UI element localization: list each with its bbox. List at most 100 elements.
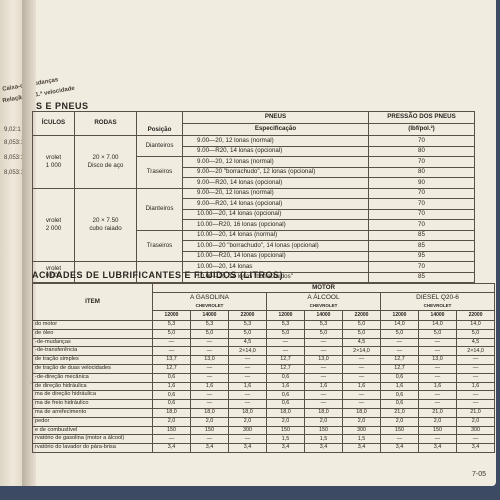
tire-row: Traseiros 10.00—20, 14 lonas (normal) 85 xyxy=(33,229,475,262)
tire-spec-cell: 10.00—20, 14 lonas (opcional) xyxy=(182,208,369,220)
lubricant-value-cell: — xyxy=(418,337,457,348)
lubricant-value-cell: 3,4 xyxy=(266,443,305,453)
engine-group-name: A GASOLINA xyxy=(189,294,230,301)
left-margin-value: 8,053:1 xyxy=(4,140,25,146)
tires-section-title: S E PNEUS xyxy=(36,101,89,111)
lubricant-value-cell: 12,7 xyxy=(380,355,419,365)
lubricant-value-cell: — xyxy=(304,363,343,374)
col-header-item: ITEM xyxy=(32,283,153,321)
lubricant-value-cell: 5,0 xyxy=(342,328,381,339)
lubricant-item-cell: ma de direção hidráulica xyxy=(32,390,153,401)
lubricant-row: -de-mudanças — —4,5— —4,5— —4,5 xyxy=(32,337,496,348)
lubricant-value-cell: 0,6 xyxy=(152,390,191,401)
lubricant-value-cell: 150 xyxy=(190,425,229,436)
lubricant-value-cell: 12,7 xyxy=(380,363,419,374)
lubricant-value-cell: 300 xyxy=(228,425,267,436)
lubricant-item-cell: ma de arrefecimento xyxy=(32,407,153,418)
col-header-motor: MOTOR xyxy=(151,283,496,293)
tire-pressure-cell: 90 xyxy=(368,177,475,189)
tire-pressure-cell: 70 xyxy=(368,135,475,147)
lubricant-value-cell: 12,7 xyxy=(266,363,305,374)
lubricant-value-cell: 150 xyxy=(152,425,191,436)
lubricant-value-cell: 3,4 xyxy=(190,443,229,453)
tire-row: 10.00—20, 14 lonas "borrachudos" 85 xyxy=(33,271,475,283)
lubricant-value-cell: 2,0 xyxy=(266,416,305,427)
lubricant-row: rvatório de gasolina (motor a álcool) — — —… xyxy=(32,434,496,445)
tires-table: ÍCULOS RODAS Posição PNEUS PRESSÃO DOS P… xyxy=(32,111,475,283)
lubricant-value-cell: 3,4 xyxy=(304,443,343,453)
lubricant-value-cell: 150 xyxy=(266,425,305,436)
lubricant-value-cell: 1,6 xyxy=(380,381,419,392)
lubricant-value-cell: 0,6 xyxy=(266,372,305,383)
engine-group-name: DIESEL Q20-6 xyxy=(416,294,459,301)
lubricant-value-cell: — xyxy=(418,434,457,445)
lubricant-value-cell: 21,0 xyxy=(455,407,496,418)
lubricant-value-cell: 5,0 xyxy=(342,320,381,330)
lubricant-value-cell: — xyxy=(418,399,457,409)
tire-pressure-cell: 70 xyxy=(368,219,475,231)
tire-pressure-cell: 80 xyxy=(368,145,475,157)
tire-spec-cell: 9.00—20, 12 lonas (normal) xyxy=(182,187,369,199)
lubricant-value-cell: 2×14,0 xyxy=(455,346,496,357)
lubricant-item-cell: do motor xyxy=(32,320,153,330)
col-header-tires: PNEUS xyxy=(182,111,369,124)
lubricant-value-cell: 4,5 xyxy=(228,337,267,348)
lubricant-value-cell: 150 xyxy=(380,425,419,436)
tire-pressure-cell: 70 xyxy=(368,198,475,210)
lubricant-value-cell: 3,4 xyxy=(152,443,191,453)
col-header-wheels: RODAS xyxy=(74,111,137,136)
engine-group-header: A ÁLCOOL CHEVROLET xyxy=(266,292,381,311)
tire-pressure-cell: 85 xyxy=(368,229,475,241)
lubricant-value-cell: — xyxy=(380,337,419,348)
lubricant-value-cell: — xyxy=(228,363,267,374)
model-header: 22000 xyxy=(455,310,496,321)
lubricant-value-cell: 5,0 xyxy=(380,328,419,339)
lubricant-value-cell: 18,0 xyxy=(190,407,229,418)
position-cell: Dianteiros xyxy=(136,135,183,157)
lubricant-value-cell: 5,0 xyxy=(152,328,191,339)
engine-group-header: A GASOLINA CHEVROLET xyxy=(152,292,267,311)
model-header: 14000 xyxy=(418,310,457,321)
lubricant-value-cell: 3,4 xyxy=(418,443,457,453)
lubricant-value-cell: 1,6 xyxy=(342,381,381,392)
lubricant-value-cell: 1,6 xyxy=(152,381,191,392)
lubricant-row: -de-direção mecânica 0,6— —0,6— —0,6— — xyxy=(32,372,496,383)
manual-page: Caixa-de-mudanças Relação da 1.ª velocid… xyxy=(0,0,496,486)
lubricant-value-cell: — xyxy=(190,399,229,409)
tire-pressure-cell: 85 xyxy=(368,240,475,252)
vehicle-cell: vrolet 1 000 xyxy=(32,135,75,189)
lubricant-value-cell: — xyxy=(304,337,343,348)
lubricant-row: ma de arrefecimento 18,0 18,0 18,0 18,0 18,0 1… xyxy=(32,407,496,418)
tire-pressure-cell: 95 xyxy=(368,250,475,262)
tire-pressure-cell: 70 xyxy=(368,261,475,273)
tire-spec-cell: 10.00—R20, 16 lonas (opcional) xyxy=(182,219,369,231)
lubricant-value-cell: 1,5 xyxy=(304,434,343,445)
lubricant-value-cell: 5,3 xyxy=(304,320,343,330)
lubricant-value-cell: 2,0 xyxy=(304,416,343,427)
tire-spec-cell: 10.00—20 "borrachudo", 14 lonas (opciona… xyxy=(182,240,369,252)
lubricant-row: de óleo 5,0 5,0 5,0 5,0 5,0 5,0 5,0 5,0 5,0 xyxy=(32,328,496,339)
lubricant-value-cell: 4,5 xyxy=(342,337,381,348)
lubricant-value-cell: 150 xyxy=(304,425,343,436)
lubricant-value-cell: 5,0 xyxy=(304,328,343,339)
lubricant-item-cell: pedor xyxy=(32,416,153,427)
lubricant-item-cell: rvatório do lavador do pára-brisa xyxy=(32,443,153,453)
lubricant-value-cell: 1,6 xyxy=(304,381,343,392)
lubricant-value-cell: 5,0 xyxy=(266,328,305,339)
lubricant-value-cell: 2,0 xyxy=(190,416,229,427)
lubricant-value-cell: — xyxy=(455,399,496,409)
wheel-cell: 20 × 7.50 cubo raiado xyxy=(74,187,137,262)
lubricant-value-cell: 4,5 xyxy=(455,337,496,348)
lubricant-value-cell: — xyxy=(455,372,496,383)
lubricant-value-cell: — xyxy=(380,346,419,357)
lubricant-value-cell: 14,0 xyxy=(418,320,457,330)
lubricant-value-cell: 150 xyxy=(418,425,457,436)
page-number: 7-05 xyxy=(471,471,486,478)
lubricant-item-cell: rvatório de gasolina (motor a álcool) xyxy=(32,434,153,445)
lubricant-value-cell: 18,0 xyxy=(304,407,343,418)
lubricant-value-cell: — xyxy=(304,399,343,409)
lubricant-value-cell: — xyxy=(190,363,229,374)
col-header-pressure: PRESSÃO DOS PNEUS xyxy=(368,111,475,124)
engine-group-name: A ÁLCOOL xyxy=(307,294,340,301)
lubricant-value-cell: 14,0 xyxy=(455,320,496,330)
